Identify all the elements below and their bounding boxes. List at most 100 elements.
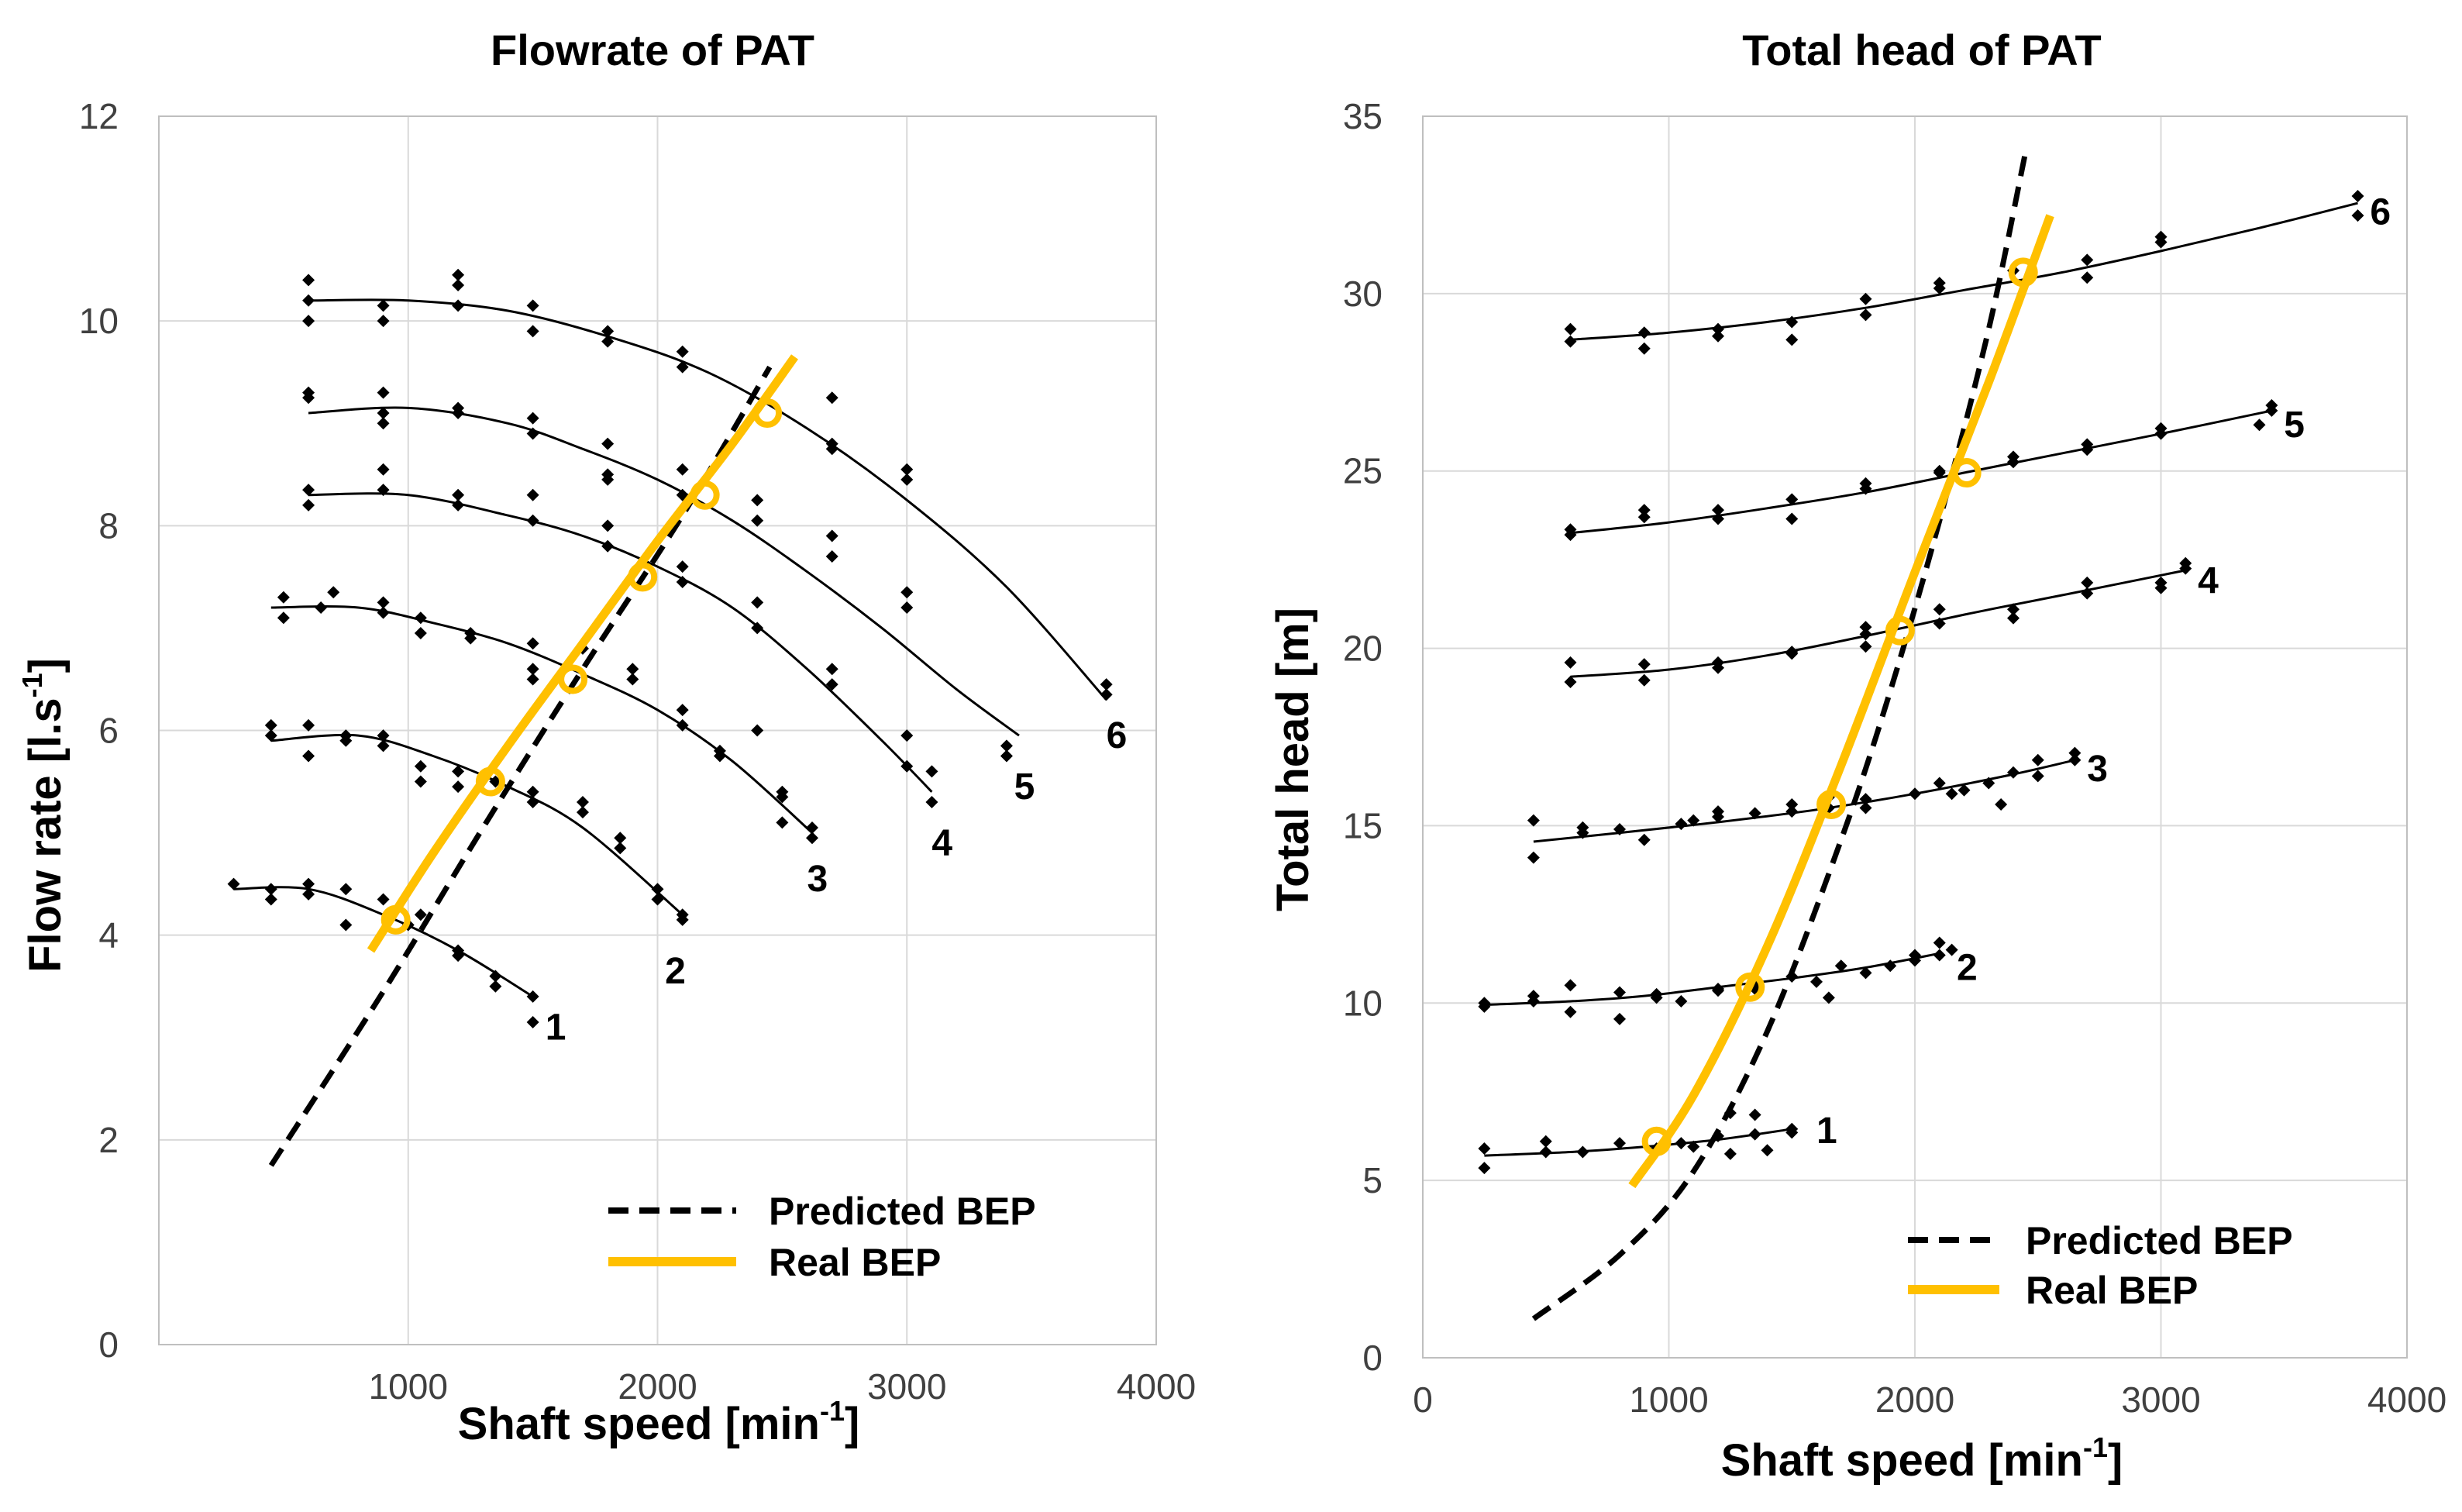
real-bep-marker: [1951, 458, 1982, 488]
data-point: [452, 944, 465, 957]
data-point: [1527, 851, 1540, 864]
data-point: [1785, 333, 1799, 346]
data-point: [2007, 603, 2020, 616]
data-point: [302, 718, 315, 732]
data-point: [302, 498, 315, 511]
data-point: [1100, 688, 1113, 701]
data-point: [315, 601, 328, 614]
data-point: [751, 724, 764, 737]
data-point: [1859, 801, 1872, 815]
data-point: [302, 877, 315, 890]
y-tick-label: 4: [98, 915, 119, 956]
data-point: [302, 294, 315, 307]
data-point: [676, 913, 689, 926]
data-point: [1637, 673, 1651, 687]
real-bep-marker: [380, 904, 411, 935]
bep-lines: [268, 354, 798, 1167]
data-point: [825, 391, 838, 405]
data-point: [452, 268, 465, 281]
data-point: [925, 795, 938, 808]
data-point: [1712, 661, 1724, 674]
legend-label-real: Real BEP: [769, 1241, 941, 1284]
data-point: [1785, 1126, 1799, 1139]
data-point: [776, 816, 789, 829]
data-point: [1637, 511, 1651, 524]
data-point: [327, 586, 340, 599]
data-point: [377, 463, 390, 476]
data-point: [526, 325, 539, 338]
data-point: [825, 549, 838, 563]
data-point: [526, 514, 539, 527]
real-bep-line: [1628, 214, 2054, 1189]
data-point: [1945, 943, 1958, 956]
data-point: [1564, 523, 1577, 536]
data-point: [676, 345, 689, 358]
data-point: [377, 739, 390, 753]
data-point: [1675, 818, 1688, 831]
data-point: [452, 488, 465, 501]
data-point: [576, 806, 589, 819]
data-point: [277, 611, 290, 625]
y-axis-label: Total head [m]: [1268, 608, 1318, 911]
data-point: [1785, 646, 1799, 659]
data-point: [1859, 640, 1872, 653]
y-tick-label: 6: [98, 711, 119, 751]
data-point: [900, 729, 914, 742]
data-point: [1576, 1145, 1589, 1159]
data-point: [1539, 1135, 1552, 1148]
y-tick-labels: 0 2 4 6 8 10 12: [79, 96, 119, 1365]
curve-label-2: 2: [665, 951, 686, 992]
data-point: [414, 759, 427, 773]
x-tick-label: 4000: [2367, 1379, 2447, 1420]
data-point: [1909, 949, 1921, 962]
trend-curve-6: [308, 298, 1107, 701]
data-point: [1834, 959, 1847, 973]
data-point: [1637, 833, 1651, 846]
data-point: [377, 893, 390, 906]
y-tick-label: 10: [1343, 983, 1383, 1023]
data-point: [900, 473, 914, 486]
data-point: [489, 970, 502, 983]
data-point: [1712, 982, 1724, 995]
data-point: [1613, 1012, 1626, 1025]
data-point: [377, 299, 390, 312]
data-point: [1933, 617, 1946, 630]
data-point: [1712, 512, 1724, 525]
trend-curve-3: [270, 605, 814, 834]
data-point: [339, 734, 353, 747]
curve-label-6: 6: [2370, 192, 2391, 233]
y-tick-label: 10: [79, 301, 119, 341]
data-point: [601, 335, 615, 348]
x-tick-label: 2000: [1875, 1379, 1954, 1420]
data-point: [614, 832, 627, 845]
data-point: [526, 785, 539, 798]
x-tick-label: 1000: [1629, 1379, 1708, 1420]
data-point: [601, 519, 615, 532]
data-point: [1995, 797, 2008, 811]
data-point: [1564, 1005, 1577, 1018]
x-tick-label: 0: [1413, 1379, 1433, 1420]
data-point: [1945, 787, 1958, 801]
data-point: [377, 407, 390, 420]
curve-label-5: 5: [2284, 405, 2305, 446]
data-point: [900, 463, 914, 476]
data-point: [377, 729, 390, 742]
data-point: [414, 908, 427, 921]
data-point: [1933, 936, 1946, 949]
legend: Predicted BEP Real BEP: [1908, 1219, 2293, 1312]
data-point: [825, 443, 838, 456]
data-point: [2068, 746, 2082, 759]
data-point: [1637, 658, 1651, 671]
legend: Predicted BEP Real BEP: [608, 1190, 1036, 1284]
data-point: [302, 315, 315, 328]
data-point: [776, 790, 789, 804]
data-point: [2081, 253, 2094, 267]
data-point: [2081, 576, 2094, 589]
data-point: [751, 514, 764, 527]
data-point: [2081, 587, 2094, 600]
real-bep-marker: [752, 398, 783, 429]
data-point: [1527, 814, 1540, 827]
x-axis-label: Shaft speed [min-1]: [1721, 1431, 2123, 1486]
